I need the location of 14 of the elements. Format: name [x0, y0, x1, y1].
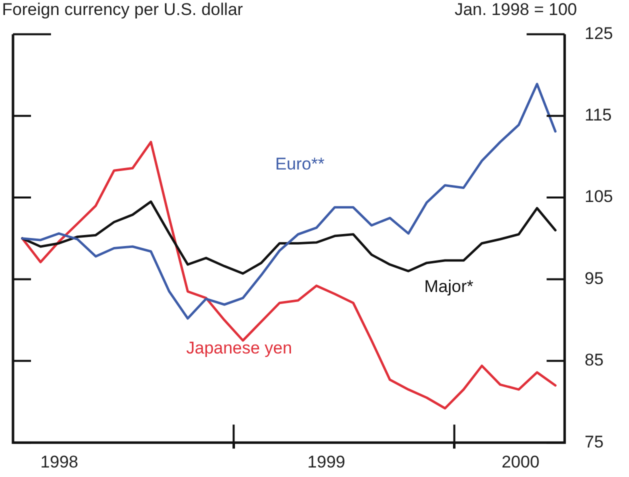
series-label: Major* [424, 277, 474, 296]
chart-subtitle: Jan. 1998 = 100 [454, 0, 577, 20]
y-tick-label: 95 [584, 268, 604, 288]
y-tick-label: 125 [584, 24, 614, 43]
y-tick-label: 105 [584, 187, 614, 206]
x-tick-label: 1999 [307, 452, 346, 472]
y-tick-label: 85 [584, 350, 604, 370]
chart-title: Foreign currency per U.S. dollar [2, 0, 243, 20]
y-tick-label: 115 [584, 106, 612, 125]
series-label: Japanese yen [186, 338, 292, 358]
text: Euro** [275, 154, 325, 174]
x-tick-label: 1998 [40, 452, 78, 472]
x-tick-label: 2000 [502, 452, 540, 472]
y-tick-label: 75 [584, 432, 604, 452]
